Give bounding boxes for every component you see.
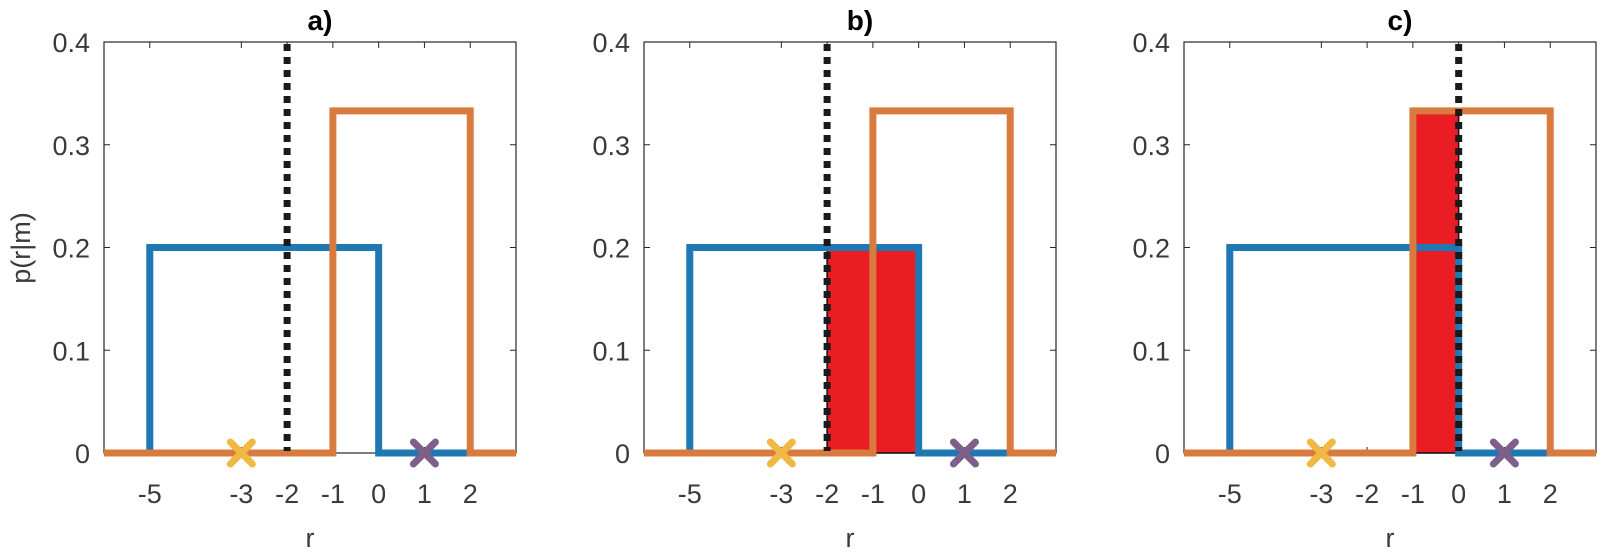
x-marker-stroke [766, 438, 796, 468]
x-tick-label: 2 [463, 479, 478, 509]
x-marker-purple_marker [409, 438, 439, 468]
x-tick-label: 0 [371, 479, 386, 509]
x-tick-label: 2 [1003, 479, 1018, 509]
x-tick-label: 1 [417, 479, 432, 509]
y-tick-label: 0.1 [52, 336, 90, 366]
x-marker-stroke [1489, 438, 1519, 468]
x-tick-label: 0 [1451, 479, 1466, 509]
y-tick-label: 0.1 [1132, 336, 1170, 366]
y-tick-label: 0.3 [592, 131, 630, 161]
panel-title: c) [1388, 5, 1413, 36]
x-axis-label: r [846, 523, 855, 552]
y-tick-label: 0.4 [52, 28, 90, 58]
y-axis-label: p(r|m) [6, 212, 36, 284]
x-tick-label: 2 [1543, 479, 1558, 509]
x-marker-purple_marker [1489, 438, 1519, 468]
x-marker-yellow_marker [1306, 438, 1336, 468]
series-line-orange [644, 107, 1056, 457]
x-marker-yellow_marker [226, 438, 256, 468]
x-tick-label: -1 [1401, 479, 1425, 509]
y-tick-label: 0.3 [1132, 131, 1170, 161]
series-line-orange [104, 107, 516, 457]
x-tick-label: -3 [769, 479, 793, 509]
x-marker-purple_marker [949, 438, 979, 468]
y-tick-label: 0.2 [52, 234, 90, 264]
y-tick-label: 0 [1155, 439, 1170, 469]
x-tick-label: -5 [1218, 479, 1242, 509]
y-tick-label: 0.4 [1132, 28, 1170, 58]
x-axis-label: r [306, 523, 315, 552]
y-tick-label: 0.2 [1132, 234, 1170, 264]
x-marker-yellow_marker [766, 438, 796, 468]
x-tick-label: 1 [1497, 479, 1512, 509]
x-tick-label: -3 [1309, 479, 1333, 509]
x-marker-stroke [226, 438, 256, 468]
x-tick-label: -3 [229, 479, 253, 509]
x-tick-label: -5 [678, 479, 702, 509]
y-tick-label: 0.3 [52, 131, 90, 161]
series-line-blue [104, 244, 516, 457]
x-tick-label: -2 [815, 479, 839, 509]
x-tick-label: -1 [861, 479, 885, 509]
panel-title: a) [308, 5, 333, 36]
x-tick-label: 1 [957, 479, 972, 509]
shaded-region [1412, 110, 1460, 454]
x-marker-stroke [1306, 438, 1336, 468]
series-line-blue [1184, 244, 1596, 457]
panel-a: 0 0.1 0.2 0.3 0.4 -5 -3 -2 -1 0 1 2 r a) [52, 5, 517, 552]
x-tick-label: 0 [911, 479, 926, 509]
x-tick-label: -1 [321, 479, 345, 509]
x-tick-label: -5 [138, 479, 162, 509]
panel-c: 0 0.1 0.2 0.3 0.4 -5 -3 -2 -1 0 1 2 r c) [1132, 5, 1597, 552]
x-marker-stroke [949, 438, 979, 468]
y-tick-label: 0.4 [592, 28, 630, 58]
series-line-orange [1184, 107, 1596, 457]
y-tick-label: 0.2 [592, 234, 630, 264]
y-tick-label: 0 [75, 439, 90, 469]
x-tick-label: -2 [275, 479, 299, 509]
x-marker-stroke [409, 438, 439, 468]
y-tick-label: 0 [615, 439, 630, 469]
panel-title: b) [847, 5, 873, 36]
panel-b: 0 0.1 0.2 0.3 0.4 -5 -3 -2 -1 0 1 2 r b) [592, 5, 1057, 552]
x-tick-label: -2 [1355, 479, 1379, 509]
x-axis-label: r [1386, 523, 1395, 552]
y-tick-label: 0.1 [592, 336, 630, 366]
